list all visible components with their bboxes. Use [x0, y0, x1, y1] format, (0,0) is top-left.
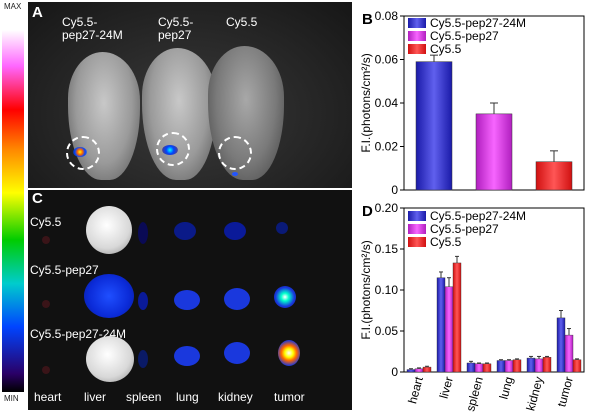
legend-label: Cy5.5-pep27 [430, 29, 499, 43]
organ-heart-r2 [42, 300, 50, 308]
y-tick-label: 0.06 [375, 53, 399, 67]
organ-liver-r3 [86, 336, 134, 382]
organ-label-spleen: spleen [126, 390, 162, 404]
y-tick-label: 0.20 [375, 201, 399, 215]
signal-1 [73, 147, 87, 157]
tumor-region-1 [66, 136, 100, 170]
organ-label-liver: liver [84, 390, 107, 404]
bar-tumor-2 [572, 359, 582, 373]
bar-kidney-1 [534, 358, 544, 373]
legend-swatch [408, 44, 426, 54]
row-label-1: Cy5.5 [30, 215, 62, 229]
colorbar-max-label: MAX [4, 2, 22, 11]
row-label-2: Cy5.5-pep27 [30, 263, 99, 277]
organ-spleen-r2 [138, 292, 148, 310]
panel-b-letter: B [362, 11, 373, 28]
panel-a-label-2: Cy5.5- pep27 [158, 15, 194, 42]
bar-lung-0 [496, 360, 506, 373]
x-tick-label: kidney [523, 375, 546, 412]
legend-swatch [408, 31, 426, 41]
organ-lung-r2 [174, 290, 200, 310]
organ-lung-r1 [174, 222, 196, 240]
legend-swatch [408, 237, 426, 247]
bar-spleen-0 [466, 362, 476, 373]
x-tick-label: tumor [554, 375, 575, 408]
colorbar [2, 30, 24, 392]
bar-heart-0 [406, 369, 416, 373]
organ-spleen-r1 [138, 222, 148, 244]
y-axis-label: F.I.(photons/cm²/s) [359, 240, 373, 339]
bar-liver-0 [436, 277, 446, 373]
x-tick-label: heart [405, 375, 426, 406]
x-tick-label: lung [497, 375, 516, 401]
y-tick-label: 0 [391, 183, 398, 197]
bar-tumor-1 [564, 334, 574, 373]
chart-b: B 0 0.02 0.04 0.06 0.08 F.I.(photons/cm²/s) Cy5… [359, 9, 585, 197]
bar-kidney-0 [526, 357, 536, 373]
organ-label-lung: lung [176, 390, 199, 404]
organ-lung-r3 [174, 346, 200, 366]
legend-label: Cy5.5-pep27-24M [430, 16, 526, 30]
bar-spleen-1 [474, 363, 484, 373]
organ-heart-r1 [42, 236, 50, 244]
organ-kidney-r2 [224, 288, 250, 310]
bar-tumor-0 [556, 317, 566, 373]
bar-Cy5.5 [535, 161, 573, 191]
organ-tumor-r3 [278, 340, 300, 366]
y-tick-label: 0 [391, 365, 398, 379]
organ-kidney-r3 [224, 342, 250, 364]
bar-lung-1 [504, 360, 514, 373]
bar-liver-1 [444, 286, 454, 373]
y-tick-label: 0.04 [375, 96, 399, 110]
panel-d-letter: D [362, 203, 373, 220]
legend-swatch [408, 211, 426, 221]
organ-liver-r1 [86, 206, 132, 254]
bar-heart-1 [414, 368, 424, 373]
y-axis-label: F.I.(photons/cm²/s) [359, 53, 373, 152]
organ-liver-r2 [84, 274, 134, 318]
bar-liver-2 [452, 262, 462, 373]
y-tick-label: 0.08 [375, 9, 399, 23]
legend-label: Cy5.5 [430, 235, 462, 249]
x-tick-label: spleen [463, 375, 486, 413]
organ-tumor-r2 [274, 286, 296, 308]
colorbar-min-label: MIN [4, 394, 19, 403]
y-tick-label: 0.15 [375, 242, 399, 256]
legend-swatch [408, 18, 426, 28]
bar-kidney-2 [542, 357, 552, 373]
organ-label-kidney: kidney [218, 390, 253, 404]
legend-label: Cy5.5 [430, 42, 462, 56]
organ-label-tumor: tumor [274, 390, 305, 404]
signal-3 [232, 172, 238, 176]
organ-heart-r3 [42, 366, 50, 374]
y-tick-label: 0.05 [375, 324, 399, 338]
panel-a-letter: A [32, 4, 43, 21]
y-tick-label: 0.02 [375, 140, 399, 154]
panel-c-image: C Cy5.5 Cy5.5-pep27 Cy5.5-pep27-24M hear… [28, 190, 352, 410]
legend-label: Cy5.5-pep27 [430, 222, 499, 236]
x-tick-label: liver [437, 375, 456, 400]
legend-swatch [408, 224, 426, 234]
organ-kidney-r1 [224, 222, 246, 240]
signal-2 [162, 145, 178, 155]
organ-tumor-r1 [276, 222, 288, 234]
chart-d: D 0 0.05 0.10 0.15 0.20 F.I.(photons/cm²/s) hea… [359, 201, 585, 413]
organ-spleen-r3 [138, 350, 148, 368]
panel-c-letter: C [32, 190, 43, 207]
bar-lung-2 [512, 359, 522, 373]
bar-heart-2 [422, 366, 432, 373]
panel-a-label-1: Cy5.5- pep27-24M [62, 15, 123, 42]
tumor-region-3 [218, 136, 252, 170]
panel-a-label-3: Cy5.5 [226, 15, 258, 29]
bar-Cy5.5-pep27-24M [415, 61, 453, 191]
organ-label-heart: heart [34, 390, 62, 404]
bar-spleen-2 [482, 363, 492, 373]
legend-label: Cy5.5-pep27-24M [430, 209, 526, 223]
panel-a-image: A Cy5.5- pep27-24M Cy5.5- pep27 Cy5.5 [28, 2, 352, 188]
tumor-region-2 [156, 132, 190, 166]
bar-Cy5.5-pep27 [475, 113, 513, 191]
y-tick-label: 0.10 [375, 283, 399, 297]
